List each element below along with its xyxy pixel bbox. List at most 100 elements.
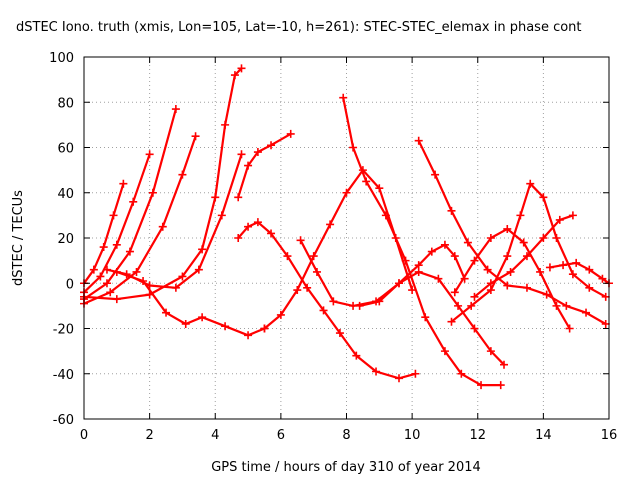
- data-point-marker: [339, 93, 348, 102]
- x-tick-label: 10: [404, 428, 421, 443]
- data-point-marker: [335, 329, 344, 338]
- data-point-marker: [296, 236, 305, 245]
- data-point-marker: [414, 136, 423, 145]
- data-point-marker: [601, 319, 610, 328]
- data-point-marker: [89, 265, 98, 274]
- y-tick-label: 100: [49, 51, 74, 66]
- data-point-marker: [598, 274, 607, 283]
- data-point-marker: [194, 265, 203, 274]
- data-point-marker: [260, 324, 269, 333]
- data-point-marker: [244, 222, 253, 231]
- y-axis-label: dSTEC / TECUs: [11, 190, 26, 286]
- data-point-marker: [234, 234, 243, 242]
- data-series: [234, 129, 295, 202]
- x-axis-label: GPS time / hours of day 310 of year 2014: [211, 460, 481, 475]
- y-tick-label: 40: [57, 187, 74, 202]
- data-series: [545, 258, 613, 288]
- data-point-marker: [329, 297, 338, 306]
- data-point-marker: [503, 252, 512, 261]
- data-point-marker: [326, 220, 335, 229]
- x-tick-label: 14: [535, 428, 552, 443]
- data-point-marker: [483, 265, 492, 274]
- y-tick-label: 20: [57, 232, 74, 247]
- x-tick-label: 0: [80, 428, 88, 443]
- series-line: [453, 227, 571, 330]
- data-point-marker: [539, 193, 548, 202]
- data-point-marker: [545, 263, 554, 272]
- data-point-marker: [496, 381, 505, 390]
- data-point-marker: [312, 267, 321, 276]
- series-line: [115, 270, 266, 337]
- data-point-marker: [585, 265, 594, 274]
- data-point-marker: [145, 150, 154, 159]
- data-point-marker: [582, 308, 591, 317]
- data-point-marker: [112, 240, 121, 249]
- data-point-marker: [522, 283, 531, 292]
- data-point-marker: [555, 215, 564, 224]
- data-point-marker: [601, 292, 610, 301]
- data-point-marker: [178, 170, 187, 179]
- data-series: [296, 236, 508, 369]
- data-point-marker: [440, 347, 449, 356]
- y-tick-label: -40: [53, 368, 74, 383]
- data-series: [447, 179, 610, 326]
- data-point-marker: [450, 288, 459, 297]
- data-point-marker: [526, 179, 535, 188]
- data-point-marker: [267, 141, 276, 150]
- x-tick-label: 12: [469, 428, 486, 443]
- data-point-marker: [221, 322, 230, 331]
- data-point-marker: [253, 148, 262, 157]
- data-point-marker: [349, 143, 358, 152]
- data-point-marker: [217, 211, 226, 220]
- data-point-marker: [477, 381, 486, 390]
- x-tick-label: 4: [211, 428, 219, 443]
- data-point-marker: [562, 301, 571, 310]
- data-point-marker: [467, 301, 476, 310]
- data-point-marker: [542, 290, 551, 299]
- data-point-marker: [309, 252, 318, 261]
- data-point-marker: [486, 234, 495, 242]
- data-point-marker: [454, 301, 463, 310]
- series-line: [82, 107, 177, 301]
- data-point-marker: [565, 324, 574, 333]
- data-series: [414, 136, 610, 328]
- data-series: [80, 179, 128, 288]
- data-point-marker: [395, 374, 403, 383]
- data-series: [80, 132, 200, 308]
- data-point-marker: [237, 150, 246, 159]
- y-tick-label: 60: [57, 142, 74, 157]
- data-series: [80, 105, 180, 304]
- data-point-marker: [470, 324, 479, 333]
- data-point-marker: [500, 360, 508, 369]
- data-point-marker: [486, 347, 495, 356]
- data-point-marker: [148, 188, 157, 197]
- data-point-marker: [585, 283, 594, 292]
- data-point-marker: [355, 301, 364, 310]
- data-point-marker: [552, 234, 561, 242]
- y-tick-label: -20: [53, 323, 74, 338]
- series-line: [342, 96, 502, 387]
- data-point-marker: [447, 206, 456, 215]
- axis-ticks: 0 2 4 6 8 10 12 14 16 -60 -40 -20 0 20 40 60 80 100: [49, 51, 617, 443]
- data-point-marker: [470, 292, 479, 301]
- data-point-marker: [132, 267, 141, 276]
- data-point-marker: [503, 281, 512, 290]
- data-point-marker: [230, 71, 239, 80]
- data-point-marker: [362, 177, 371, 186]
- data-point-marker: [568, 211, 577, 220]
- data-point-marker: [293, 286, 302, 295]
- data-series: [339, 93, 505, 390]
- data-point-marker: [411, 369, 420, 378]
- data-point-marker: [244, 331, 253, 340]
- data-series: [234, 218, 420, 383]
- data-point-marker: [125, 247, 134, 256]
- data-point-marker: [253, 218, 262, 227]
- data-point-marker: [178, 272, 187, 281]
- data-point-marker: [171, 283, 180, 292]
- data-point-marker: [237, 64, 246, 73]
- data-point-marker: [427, 247, 436, 256]
- data-point-marker: [506, 267, 515, 276]
- data-point-marker: [414, 267, 423, 276]
